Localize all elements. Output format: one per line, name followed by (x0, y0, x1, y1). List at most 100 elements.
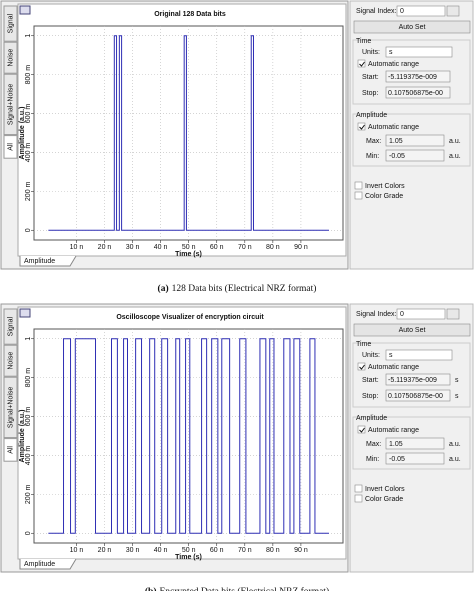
caption: (a) 128 Data bits (Electrical NRZ format) (158, 283, 317, 294)
auto-set-button[interactable] (353, 20, 471, 34)
settings-text: a.u. (449, 456, 461, 463)
x-tick-label: 50 n (182, 244, 196, 251)
x-tick-label: 30 n (126, 244, 140, 251)
settings-text: Min: (366, 456, 379, 463)
units-select[interactable] (385, 46, 453, 58)
x-tick-label: 70 n (238, 547, 252, 554)
side-tab-label[interactable]: All (7, 446, 14, 454)
caption-text: 128 Data bits (Electrical NRZ format) (172, 283, 317, 294)
x-tick-label: 50 n (182, 547, 196, 554)
settings-text: s (389, 49, 393, 56)
side-tab-label[interactable]: Signal+Noise (7, 387, 14, 429)
side-tab-label[interactable]: All (7, 143, 14, 151)
side-tab[interactable] (3, 41, 18, 74)
caption-text: Encrypted Data bits (Electrical NRZ form… (160, 586, 330, 591)
min-input[interactable] (385, 149, 445, 162)
caption: (b)Encrypted Data bits (Electrical NRZ f… (145, 586, 329, 591)
checkbox[interactable] (354, 494, 363, 503)
check-mark (359, 61, 365, 67)
settings-text: Amplitude (356, 112, 387, 119)
settings-text: Stop: (362, 90, 378, 97)
settings-text: 1.05 (389, 441, 403, 448)
side-tab-label[interactable]: Signal (7, 316, 14, 336)
settings-text: Color Grade (365, 193, 403, 200)
checkbox[interactable] (354, 484, 363, 493)
settings-text: s (455, 393, 459, 400)
settings-text: Automatic range (368, 124, 419, 131)
settings-text: Color Grade (365, 496, 403, 503)
settings-text: 0.107506875e-00 (388, 393, 443, 400)
x-axis-label: Time (s) (175, 554, 202, 561)
signal-index-input[interactable] (396, 308, 446, 320)
max-input[interactable] (385, 437, 445, 450)
side-tab-label[interactable]: Noise (7, 49, 14, 67)
bottom-tab-label[interactable]: Amplitude (24, 258, 55, 265)
settings-text: a.u. (449, 138, 461, 145)
y-axis-label: Amplitude (a.u.) (19, 107, 26, 160)
min-input[interactable] (385, 452, 445, 465)
window-icon (19, 5, 31, 15)
y-tick-label: 400 m (25, 446, 32, 466)
side-tab-label[interactable]: Signal (7, 13, 14, 33)
settings-text: 0 (400, 311, 404, 318)
auto-set-button[interactable] (353, 323, 471, 337)
settings-text: 1.05 (389, 138, 403, 145)
checkbox[interactable] (357, 59, 366, 68)
units-select[interactable] (385, 349, 453, 361)
x-tick-label: 70 n (238, 244, 252, 251)
settings-text: Amplitude (356, 415, 387, 422)
settings-text: Invert Colors (365, 486, 405, 493)
panel: Signal Noise Signal+Noise All Amplitude Oscil… (0, 303, 474, 591)
settings-text: Time (356, 38, 371, 45)
y-tick-label: 0 (25, 228, 32, 232)
signal-index-input[interactable] (396, 5, 446, 17)
start-input[interactable] (385, 70, 451, 83)
x-tick-label: 80 n (266, 547, 280, 554)
side-tab[interactable] (3, 135, 18, 159)
spinner[interactable] (446, 308, 460, 320)
settings-text: Min: (366, 153, 379, 160)
side-tab[interactable] (3, 344, 18, 377)
settings-text: Max: (366, 138, 381, 145)
y-tick-label: 0 (25, 531, 32, 535)
y-tick-label: 600 m (25, 407, 32, 427)
y-tick-label: 1 (25, 337, 32, 341)
settings-text: -5.119375e-009 (388, 74, 437, 81)
side-tab[interactable] (3, 376, 18, 439)
side-tab[interactable] (3, 5, 18, 42)
checkbox[interactable] (354, 191, 363, 200)
settings-text: Auto Set (399, 24, 426, 31)
side-tab[interactable] (3, 308, 18, 345)
x-tick-label: 80 n (266, 244, 280, 251)
side-tab[interactable] (3, 438, 18, 462)
side-tab-label[interactable]: Noise (7, 352, 14, 370)
signal-line (48, 338, 329, 534)
settings-text: -0.05 (389, 153, 405, 160)
stop-input[interactable] (385, 389, 451, 402)
checkbox[interactable] (357, 122, 366, 131)
plot-area (33, 25, 344, 241)
settings-text: Signal Index: (356, 8, 397, 15)
bottom-tab-label[interactable]: Amplitude (24, 561, 55, 568)
settings-text: 0.107506875e-00 (388, 90, 443, 97)
y-tick-label: 1 (25, 34, 32, 38)
spinner[interactable] (446, 5, 460, 17)
x-tick-label: 90 n (294, 547, 308, 554)
checkbox[interactable] (357, 425, 366, 434)
bottom-tab[interactable] (19, 255, 77, 267)
settings-text: Start: (362, 74, 379, 81)
side-tab-label[interactable]: Signal+Noise (7, 84, 14, 126)
settings-text: s (455, 377, 459, 384)
checkbox[interactable] (354, 181, 363, 190)
max-input[interactable] (385, 134, 445, 147)
check-mark (359, 364, 365, 370)
checkbox[interactable] (357, 362, 366, 371)
settings-text: Automatic range (368, 427, 419, 434)
start-input[interactable] (385, 373, 451, 386)
bottom-tab[interactable] (19, 558, 77, 570)
side-tab[interactable] (3, 73, 18, 136)
settings-text: Max: (366, 441, 381, 448)
stop-input[interactable] (385, 86, 451, 99)
